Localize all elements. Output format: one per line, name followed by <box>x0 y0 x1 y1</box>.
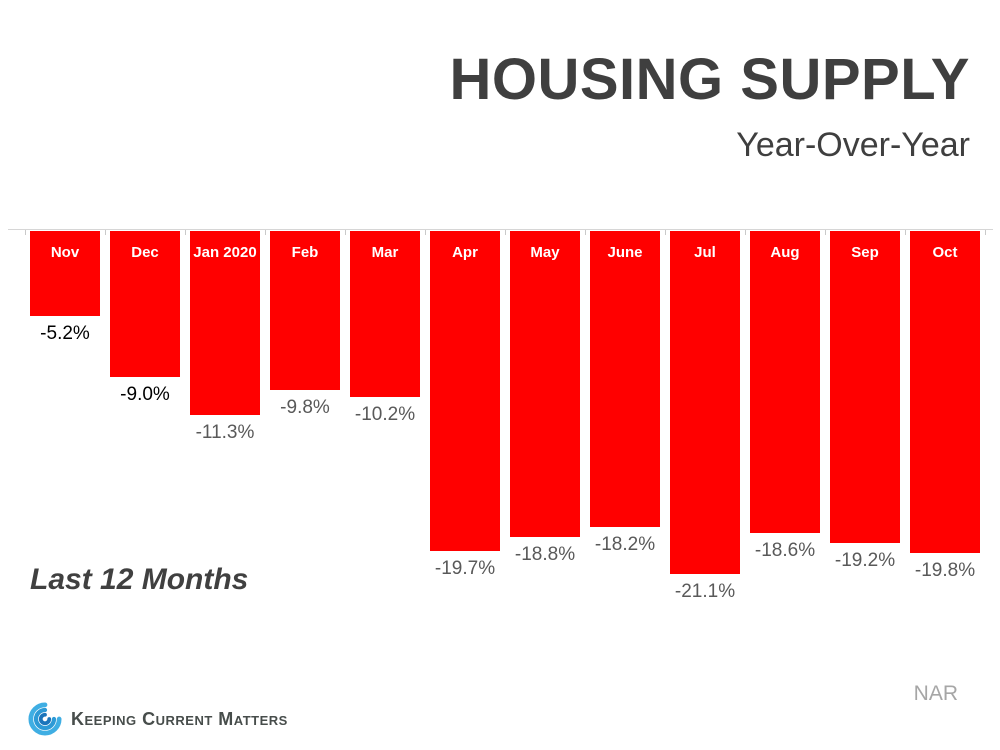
bar: Aug <box>750 231 820 534</box>
bar-month-label: Mar <box>371 244 399 261</box>
source-attribution: NAR <box>913 682 958 705</box>
bar: Apr <box>430 231 500 552</box>
axis-tick <box>345 230 346 235</box>
bar-value-label: -18.2% <box>594 533 656 555</box>
bar: Nov <box>30 231 100 316</box>
bar-value-label: -19.8% <box>914 559 976 581</box>
bar: Sep <box>830 231 900 544</box>
bar-month-label: Aug <box>770 244 800 261</box>
bar-value-label: -18.6% <box>754 540 816 562</box>
chart-title: HOUSING SUPPLY <box>449 47 970 112</box>
axis-tick <box>25 230 26 235</box>
axis-tick <box>185 230 186 235</box>
bar: Mar <box>350 231 420 397</box>
bar-month-label: June <box>607 244 643 261</box>
bar-value-label: -10.2% <box>354 403 416 425</box>
bar-month-label: Dec <box>131 244 159 261</box>
axis-tick <box>105 230 106 235</box>
bar: Jul <box>670 231 740 575</box>
axis-tick <box>665 230 666 235</box>
bar-month-label: Jul <box>694 244 716 261</box>
axis-tick <box>745 230 746 235</box>
bar-month-label: Nov <box>50 244 80 261</box>
bar-month-label: Oct <box>932 244 958 261</box>
footer-logo: Keeping Current Matters <box>28 702 288 736</box>
axis-tick <box>505 230 506 235</box>
last-12-months-label: Last 12 Months <box>30 563 249 596</box>
axis-tick <box>825 230 826 235</box>
axis-tick <box>585 230 586 235</box>
bar-value-label: -19.7% <box>434 558 496 580</box>
bar: Feb <box>270 231 340 391</box>
bar: June <box>590 231 660 527</box>
bar-value-label: -21.1% <box>674 581 736 603</box>
axis-tick <box>425 230 426 235</box>
bar-month-label: May <box>530 244 560 261</box>
bar: Oct <box>910 231 980 553</box>
bar-value-label: -19.2% <box>834 550 896 572</box>
bar: May <box>510 231 580 537</box>
chart-header: HOUSING SUPPLY Year-Over-Year <box>0 48 970 165</box>
bar-value-label: -11.3% <box>195 421 255 443</box>
bar-value-label: -9.8% <box>280 397 330 419</box>
axis-tick <box>985 230 986 235</box>
bar-month-label: Feb <box>291 244 319 261</box>
kcm-swirl-icon <box>28 702 62 736</box>
zero-axis-line <box>8 229 993 230</box>
bar: Jan 2020 <box>190 231 260 415</box>
bar-value-label: -9.0% <box>120 384 170 406</box>
chart-subtitle: Year-Over-Year <box>736 125 970 164</box>
bar-value-label: -18.8% <box>514 543 576 565</box>
bar-value-label: -5.2% <box>40 322 90 344</box>
bar-month-label: Jan 2020 <box>193 244 257 261</box>
kcm-logo-text: Keeping Current Matters <box>71 708 288 729</box>
bar: Dec <box>110 231 180 378</box>
bar-month-label: Apr <box>452 244 478 261</box>
axis-tick <box>905 230 906 235</box>
bar-month-label: Sep <box>851 244 879 261</box>
axis-tick <box>265 230 266 235</box>
